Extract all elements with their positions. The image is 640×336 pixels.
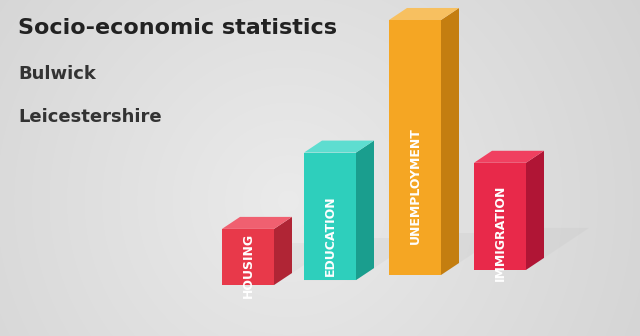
Polygon shape [274, 217, 292, 285]
Polygon shape [389, 263, 459, 275]
Polygon shape [222, 243, 337, 285]
Polygon shape [474, 228, 589, 270]
Polygon shape [356, 140, 374, 280]
Polygon shape [304, 238, 419, 280]
Polygon shape [474, 258, 544, 270]
Text: Socio-economic statistics: Socio-economic statistics [18, 18, 337, 38]
Polygon shape [222, 229, 274, 285]
Polygon shape [389, 8, 459, 20]
Polygon shape [304, 153, 356, 280]
Text: UNEMPLOYMENT: UNEMPLOYMENT [408, 127, 422, 244]
Polygon shape [389, 20, 441, 275]
Polygon shape [526, 151, 544, 270]
Text: IMMIGRATION: IMMIGRATION [493, 184, 506, 281]
Polygon shape [304, 140, 374, 153]
Polygon shape [222, 217, 292, 229]
Text: EDUCATION: EDUCATION [323, 195, 337, 276]
Text: Leicestershire: Leicestershire [18, 108, 162, 126]
Polygon shape [389, 233, 504, 275]
Polygon shape [441, 8, 459, 275]
Polygon shape [474, 151, 544, 163]
Polygon shape [304, 268, 374, 280]
Text: HOUSING: HOUSING [241, 233, 255, 298]
Text: Bulwick: Bulwick [18, 65, 96, 83]
Polygon shape [222, 273, 292, 285]
Polygon shape [474, 163, 526, 270]
